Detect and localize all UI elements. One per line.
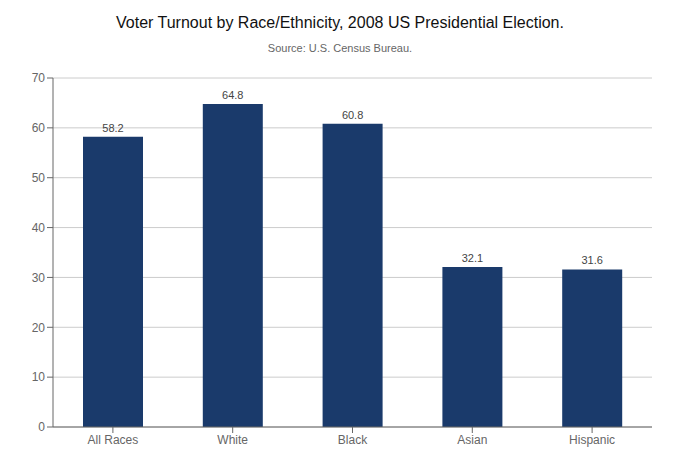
svg-text:70: 70 [32,71,46,85]
svg-text:58.2: 58.2 [102,122,123,134]
svg-text:30: 30 [32,271,46,285]
svg-text:Hispanic: Hispanic [569,433,615,447]
svg-text:20: 20 [32,321,46,335]
svg-text:40: 40 [32,221,46,235]
svg-text:60.8: 60.8 [342,109,363,121]
svg-text:50: 50 [32,171,46,185]
svg-text:0: 0 [38,420,45,434]
svg-text:All Races: All Races [88,433,139,447]
svg-text:Black: Black [338,433,368,447]
svg-text:31.6: 31.6 [581,254,602,266]
html-text:Source: U.S. Census Bureau.: Source: U.S. Census Bureau. [267,42,413,54]
svg-text:60: 60 [32,121,46,135]
svg-text:White: White [217,433,248,447]
svg-text:32.1: 32.1 [462,252,483,264]
svg-text:64.8: 64.8 [222,89,243,101]
html-text:Voter Turnout by Race/Ethnicit: Voter Turnout by Race/Ethnicity, 2008 US… [116,14,564,31]
svg-text:Asian: Asian [457,433,487,447]
svg-text:10: 10 [32,370,46,384]
